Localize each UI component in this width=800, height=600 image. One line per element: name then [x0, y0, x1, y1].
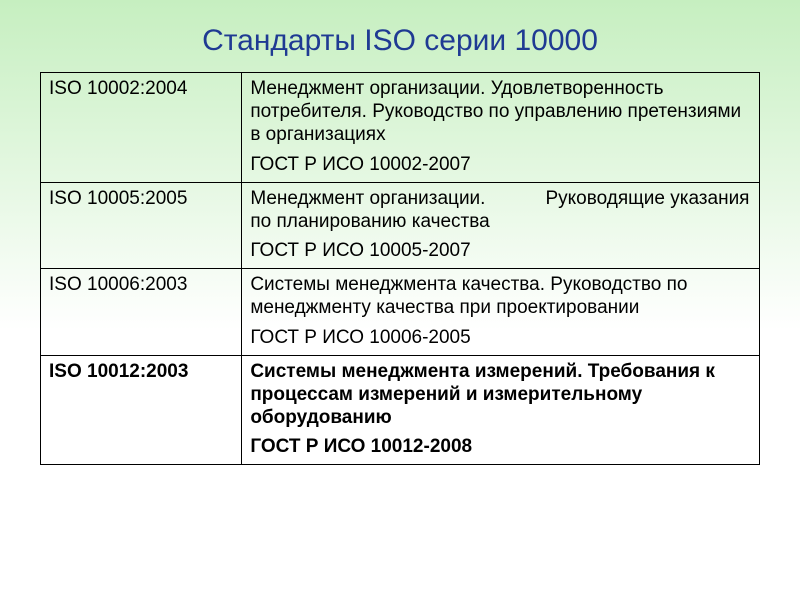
- standard-description: Менеджмент организации. Удовлетворенност…: [242, 73, 760, 183]
- page-title: Стандарты ISO серии 10000: [40, 24, 760, 58]
- standard-code: ISO 10005:2005: [41, 182, 242, 269]
- table-row: ISO 10006:2003Системы менеджмента качест…: [41, 269, 760, 356]
- description-text: Системы менеджмента измерений. Требовани…: [250, 360, 753, 430]
- slide: Стандарты ISO серии 10000 ISO 10002:2004…: [0, 0, 800, 600]
- standards-table: ISO 10002:2004Менеджмент организации. Уд…: [40, 72, 760, 465]
- gost-reference: ГОСТ Р ИСО 10002-2007: [250, 153, 753, 176]
- standards-table-body: ISO 10002:2004Менеджмент организации. Уд…: [41, 73, 760, 465]
- table-row: ISO 10002:2004Менеджмент организации. Уд…: [41, 73, 760, 183]
- gost-reference: ГОСТ Р ИСО 10012-2008: [250, 435, 753, 458]
- standard-code: ISO 10002:2004: [41, 73, 242, 183]
- gost-reference: ГОСТ Р ИСО 10005-2007: [250, 239, 753, 262]
- standard-description: Системы менеджмента измерений. Требовани…: [242, 355, 760, 465]
- standard-description: Менеджмент организации.Руководящие указа…: [242, 182, 760, 269]
- table-row: ISO 10005:2005Менеджмент организации.Рук…: [41, 182, 760, 269]
- standard-code: ISO 10012:2003: [41, 355, 242, 465]
- description-text: Менеджмент организации. Удовлетворенност…: [250, 77, 753, 147]
- standard-code: ISO 10006:2003: [41, 269, 242, 356]
- description-text: Менеджмент организации.Руководящие указа…: [250, 187, 753, 233]
- standard-description: Системы менеджмента качества. Руководств…: [242, 269, 760, 356]
- description-text: Системы менеджмента качества. Руководств…: [250, 273, 753, 319]
- gost-reference: ГОСТ Р ИСО 10006-2005: [250, 326, 753, 349]
- table-row: ISO 10012:2003Системы менеджмента измере…: [41, 355, 760, 465]
